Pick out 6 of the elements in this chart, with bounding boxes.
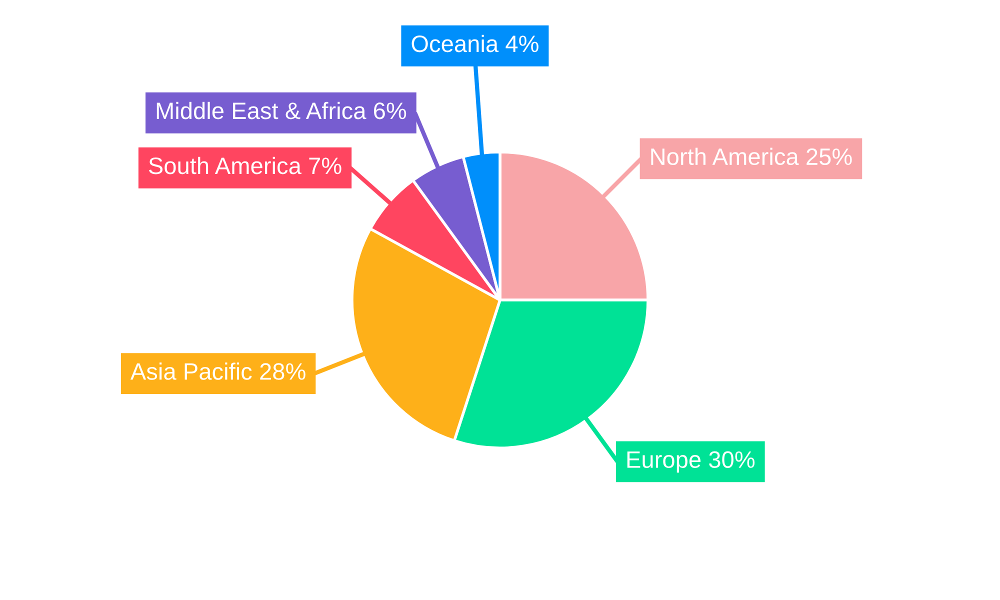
slice-label: Asia Pacific 28% xyxy=(130,362,306,380)
slice-label: Oceania 4% xyxy=(412,34,538,52)
slice-label: North America 25% xyxy=(651,148,852,166)
slice-label: Europe 30% xyxy=(627,451,755,473)
slice-label: South America 7% xyxy=(148,156,342,174)
slice-label: Middle East & Africa 6% xyxy=(156,102,406,120)
